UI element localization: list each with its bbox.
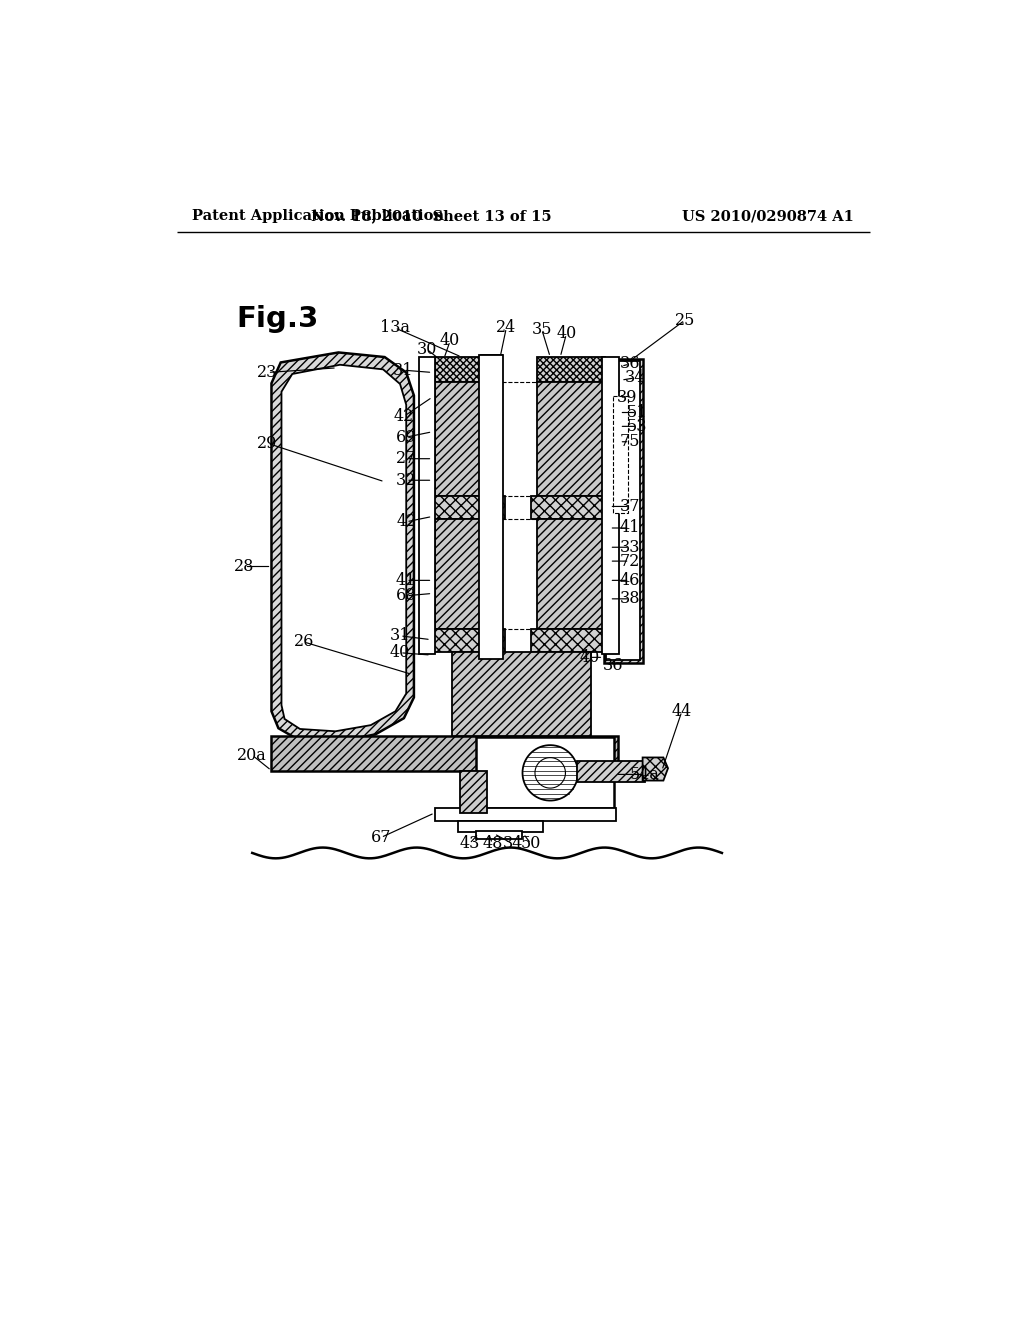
Bar [419, 358, 435, 653]
Bar [538, 519, 605, 628]
Bar [602, 358, 618, 653]
Polygon shape [643, 758, 668, 780]
Text: 27: 27 [396, 450, 417, 467]
Bar [458, 821, 543, 832]
Text: 35: 35 [531, 321, 552, 338]
Text: 32: 32 [396, 471, 417, 488]
Bar [612, 396, 628, 512]
Polygon shape [271, 352, 414, 742]
Bar [435, 358, 503, 381]
Text: Fig.3: Fig.3 [237, 305, 319, 333]
Bar [475, 738, 614, 808]
Bar [531, 628, 610, 652]
Text: 34: 34 [503, 836, 522, 853]
Text: 50: 50 [521, 836, 541, 853]
Bar [435, 381, 503, 496]
Text: 30: 30 [417, 341, 437, 358]
Text: 43: 43 [459, 836, 479, 853]
Text: 75: 75 [620, 433, 640, 450]
Text: 20a: 20a [238, 747, 267, 764]
Text: 42: 42 [396, 513, 417, 531]
Bar [435, 808, 615, 821]
Text: 36: 36 [620, 355, 640, 372]
Bar [531, 496, 610, 519]
Text: 33: 33 [620, 539, 640, 556]
Text: 40: 40 [390, 644, 411, 661]
Bar [478, 355, 503, 659]
Text: 48: 48 [482, 836, 503, 853]
Bar [481, 355, 503, 381]
Bar [606, 360, 640, 660]
Text: 41: 41 [620, 520, 640, 536]
Text: 67: 67 [371, 829, 391, 846]
Bar [578, 760, 645, 781]
Text: 31: 31 [390, 627, 411, 644]
Bar [453, 652, 591, 737]
Bar [538, 381, 605, 496]
Bar [271, 737, 617, 771]
Text: 24: 24 [497, 319, 516, 337]
Text: 51: 51 [627, 404, 647, 421]
Bar [425, 496, 505, 519]
Text: 23: 23 [257, 364, 278, 381]
Text: 37: 37 [620, 498, 640, 515]
Bar [425, 628, 505, 652]
Text: 25: 25 [675, 312, 695, 329]
Bar [538, 358, 605, 381]
Text: 69: 69 [396, 429, 417, 446]
Text: 72: 72 [620, 553, 640, 570]
Text: 39: 39 [616, 388, 638, 405]
Text: 46: 46 [620, 572, 640, 589]
Text: 31: 31 [393, 362, 414, 379]
Text: 53: 53 [627, 418, 647, 434]
Text: 40: 40 [580, 649, 600, 665]
Polygon shape [282, 364, 407, 731]
Bar [435, 519, 503, 628]
Bar [604, 359, 643, 663]
Text: US 2010/0290874 A1: US 2010/0290874 A1 [682, 209, 854, 223]
Text: Nov. 18, 2010  Sheet 13 of 15: Nov. 18, 2010 Sheet 13 of 15 [310, 209, 551, 223]
Text: Patent Application Publication: Patent Application Publication [193, 209, 444, 223]
Bar [475, 832, 521, 840]
Text: 28: 28 [234, 558, 255, 576]
Text: 41: 41 [396, 572, 417, 589]
Bar [460, 771, 487, 813]
Text: 68: 68 [396, 587, 417, 605]
Text: 36: 36 [602, 656, 623, 673]
Text: 26: 26 [294, 634, 314, 651]
Text: 42: 42 [394, 408, 414, 425]
Text: 40: 40 [440, 333, 460, 350]
Text: 34: 34 [625, 370, 645, 387]
Text: 29: 29 [257, 434, 278, 451]
Text: 40: 40 [556, 326, 577, 342]
Text: 38: 38 [620, 590, 640, 607]
Text: 44: 44 [672, 702, 692, 719]
Text: 54a: 54a [630, 766, 659, 783]
Text: 13a: 13a [380, 319, 410, 337]
